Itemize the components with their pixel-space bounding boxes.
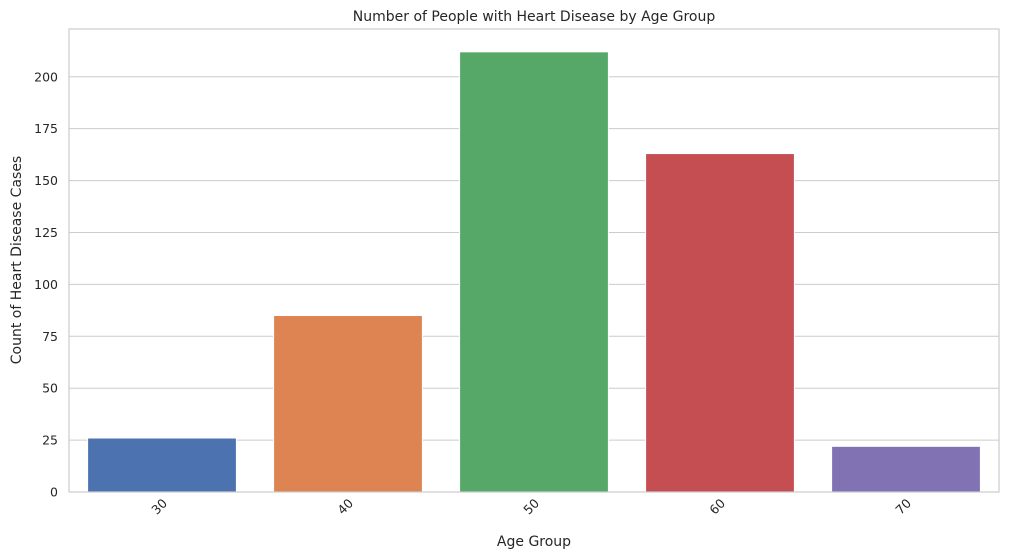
x-axis-label: Age Group — [497, 534, 571, 550]
x-tick-label: 50 — [520, 495, 542, 517]
y-tick-label: 50 — [42, 381, 58, 396]
plot-frame — [68, 28, 1000, 493]
y-tick-label: 100 — [34, 277, 58, 292]
x-tick-label: 60 — [706, 495, 728, 517]
y-tick-labels: 0 25 50 75 100 125 150 175 200 — [34, 69, 58, 499]
bar-40 — [273, 315, 423, 493]
x-tick-labels: 30 40 50 60 70 — [148, 495, 914, 517]
chart-title: Number of People with Heart Disease by A… — [353, 9, 716, 25]
bar-70 — [831, 445, 981, 493]
bars — [87, 51, 981, 493]
y-tick-label: 125 — [34, 225, 58, 240]
y-tick-label: 0 — [50, 485, 58, 500]
x-tick-label: 30 — [148, 495, 170, 517]
bar-50 — [459, 51, 609, 493]
y-tick-label: 25 — [42, 433, 58, 448]
bar-60 — [645, 153, 795, 493]
x-tick-label: 70 — [892, 495, 914, 517]
y-tick-label: 200 — [34, 69, 58, 84]
y-axis-label: Count of Heart Disease Cases — [9, 156, 25, 364]
bar-30 — [87, 437, 237, 493]
y-tick-label: 75 — [42, 329, 58, 344]
x-tick-label: 40 — [334, 495, 356, 517]
y-tick-label: 150 — [34, 173, 58, 188]
y-tick-label: 175 — [34, 121, 58, 136]
